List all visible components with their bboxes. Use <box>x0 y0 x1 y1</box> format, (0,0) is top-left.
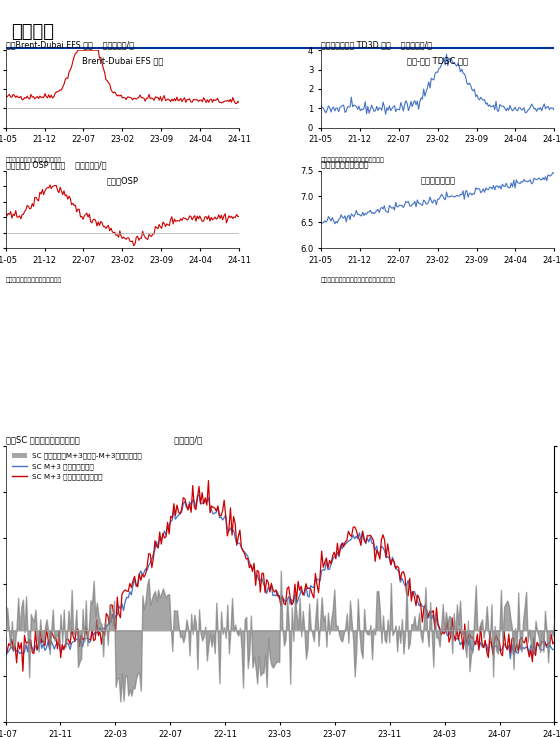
SC M+3 夜盘价（三行） <box>195 491 202 500</box>
SC M+3 夜盘价（三行） <box>148 555 155 564</box>
SC M+3 夜盘理论价（三行） <box>551 638 558 646</box>
Text: 数据来源：中国外汇管理局、海通期货研究所: 数据来源：中国外汇管理局、海通期货研究所 <box>321 278 396 283</box>
Legend: SC 到岸利润（M+3夜盘价-M+3夜盘理论价）, SC M+3 夜盘价（三行）, SC M+3 夜盘理论价（三行）: SC 到岸利润（M+3夜盘价-M+3夜盘理论价）, SC M+3 夜盘价（三行）… <box>9 450 145 483</box>
Text: 二、套利: 二、套利 <box>11 24 54 41</box>
Text: 数据来源：彭博、海通期货研究所: 数据来源：彭博、海通期货研究所 <box>6 278 62 283</box>
Text: 图：人民币汇率中间价: 图：人民币汇率中间价 <box>321 161 379 170</box>
Line: SC M+3 夜盘理论价（三行）: SC M+3 夜盘理论价（三行） <box>6 481 554 671</box>
SC M+3 夜盘理论价（三行） <box>530 634 537 643</box>
SC M+3 夜盘价（三行） <box>296 591 303 600</box>
SC M+3 夜盘理论价（三行） <box>298 582 305 591</box>
SC M+3 夜盘理论价（三行） <box>329 551 336 560</box>
SC M+3 夜盘价（三行） <box>2 651 9 660</box>
SC M+3 夜盘理论价（三行） <box>20 667 26 676</box>
SC M+3 夜盘价（三行） <box>551 645 558 654</box>
SC M+3 夜盘价（三行） <box>547 640 553 649</box>
Text: 巴士拉OSP: 巴士拉OSP <box>106 177 138 186</box>
Text: 数据来源：克拉克森、海通期货研究所: 数据来源：克拉克森、海通期货研究所 <box>321 157 385 163</box>
Text: 图：巴士拉 OSP 升贴水    单位：美元/桶: 图：巴士拉 OSP 升贴水 单位：美元/桶 <box>6 161 106 170</box>
SC M+3 夜盘价（三行） <box>530 650 537 659</box>
Line: SC M+3 夜盘价（三行）: SC M+3 夜盘价（三行） <box>6 495 554 659</box>
Text: 离岸岸民币汇率: 离岸岸民币汇率 <box>420 177 455 186</box>
Text: Brent-Dubai EFS 首行: Brent-Dubai EFS 首行 <box>82 56 163 66</box>
SC M+3 夜盘价（三行） <box>328 559 334 568</box>
Text: 数据来源：彭博、海通期货研究所: 数据来源：彭博、海通期货研究所 <box>6 157 62 163</box>
SC M+3 夜盘理论价（三行） <box>150 553 157 562</box>
SC M+3 夜盘价（三行） <box>507 654 514 663</box>
Text: 图：SC 夜盘三行到岸利润测算                                    单位：元/桶: 图：SC 夜盘三行到岸利润测算 单位：元/桶 <box>6 435 202 444</box>
SC M+3 夜盘理论价（三行） <box>259 569 265 578</box>
Text: 图：Brent-Dubai EFS 首行    单位：美元/桶: 图：Brent-Dubai EFS 首行 单位：美元/桶 <box>6 41 134 49</box>
Text: 中国-中东 TD3C 运费: 中国-中东 TD3C 运费 <box>407 56 468 66</box>
SC M+3 夜盘理论价（三行） <box>2 649 9 658</box>
Text: 图：中东一中国 TD3D 运费    单位：美元/桶: 图：中东一中国 TD3D 运费 单位：美元/桶 <box>321 41 432 49</box>
SC M+3 夜盘理论价（三行） <box>205 476 212 485</box>
SC M+3 夜盘价（三行） <box>257 576 264 585</box>
SC M+3 夜盘理论价（三行） <box>547 640 553 649</box>
